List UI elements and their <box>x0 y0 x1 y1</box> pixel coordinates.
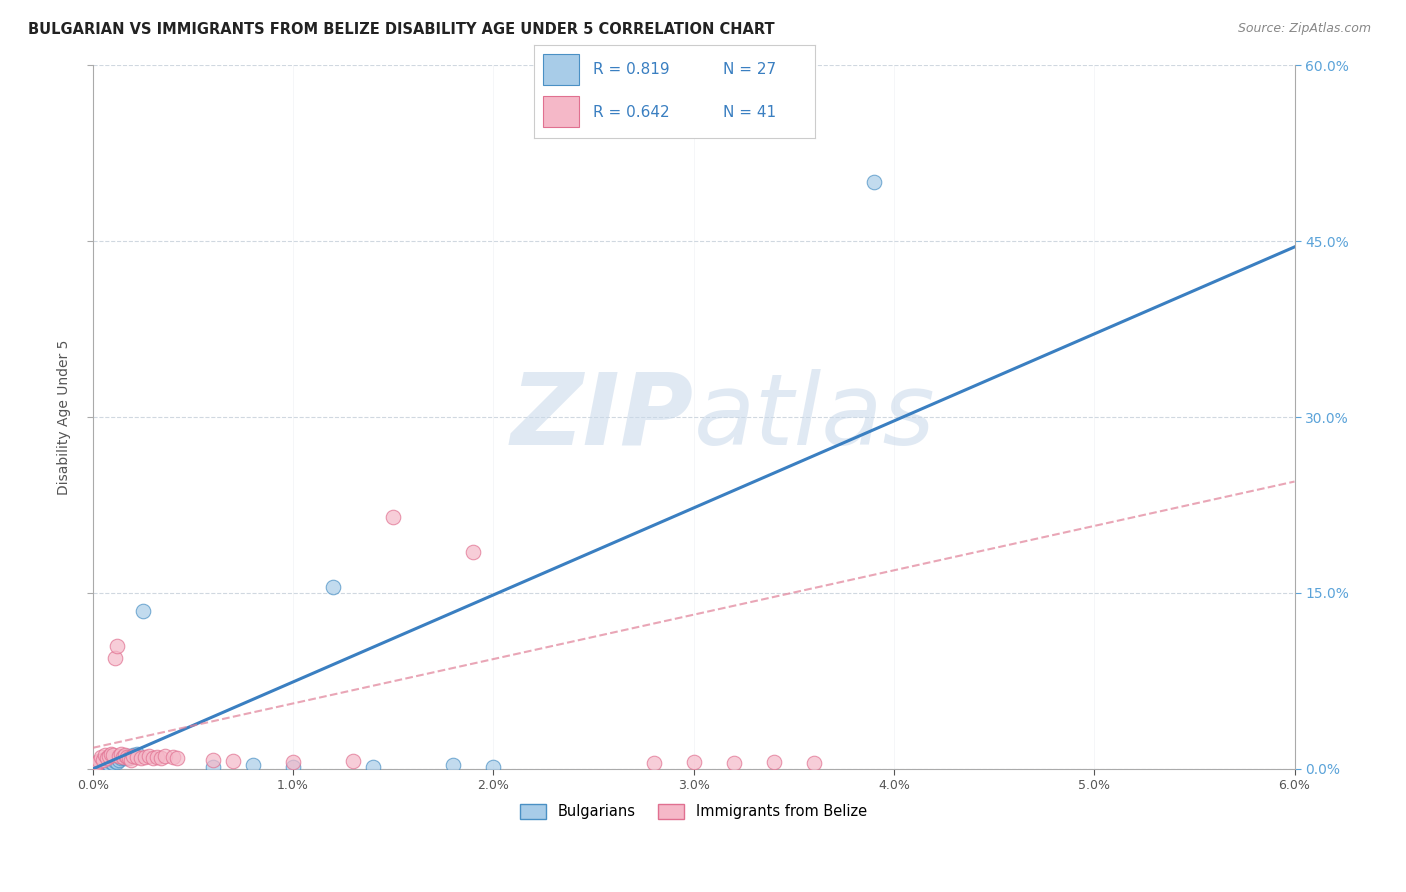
Text: R = 0.819: R = 0.819 <box>593 62 669 78</box>
Point <box>97 757 120 772</box>
Point <box>120 753 142 767</box>
Point <box>111 750 134 764</box>
Point <box>91 757 114 772</box>
Point <box>101 747 124 762</box>
Text: atlas: atlas <box>693 368 935 466</box>
Text: ZIP: ZIP <box>510 368 693 466</box>
Point <box>110 751 132 765</box>
Point <box>90 750 112 764</box>
Text: BULGARIAN VS IMMIGRANTS FROM BELIZE DISABILITY AGE UNDER 5 CORRELATION CHART: BULGARIAN VS IMMIGRANTS FROM BELIZE DISA… <box>28 22 775 37</box>
Point <box>166 751 188 765</box>
Point <box>281 755 304 769</box>
Point <box>107 753 129 767</box>
FancyBboxPatch shape <box>543 96 579 127</box>
Point <box>96 756 118 770</box>
Point <box>83 759 105 773</box>
Point <box>222 754 245 768</box>
Point <box>87 754 110 768</box>
Point <box>110 747 132 761</box>
Point <box>104 650 127 665</box>
Point <box>361 759 384 773</box>
Point <box>382 509 405 524</box>
Legend: Bulgarians, Immigrants from Belize: Bulgarians, Immigrants from Belize <box>515 798 873 825</box>
Point <box>149 751 172 765</box>
Point <box>201 759 224 773</box>
Point <box>118 750 141 764</box>
Point <box>121 749 143 764</box>
Point <box>142 751 165 765</box>
Point <box>107 749 129 764</box>
Text: N = 41: N = 41 <box>723 104 776 120</box>
Point <box>643 756 665 770</box>
Point <box>281 759 304 773</box>
Point <box>121 747 143 762</box>
Text: Source: ZipAtlas.com: Source: ZipAtlas.com <box>1237 22 1371 36</box>
Point <box>115 750 138 764</box>
Point <box>723 756 745 770</box>
Point <box>146 750 169 764</box>
Point <box>482 759 505 773</box>
Point <box>93 747 115 762</box>
Point <box>93 758 115 772</box>
Point <box>111 750 134 764</box>
Point <box>342 754 364 768</box>
Text: N = 27: N = 27 <box>723 62 776 78</box>
Point <box>104 754 127 768</box>
Point <box>138 749 160 764</box>
Point <box>114 747 136 762</box>
Point <box>242 758 264 772</box>
Point <box>86 759 108 773</box>
Point <box>90 758 112 772</box>
Point <box>153 749 176 764</box>
Point <box>100 747 122 761</box>
Point <box>114 751 136 765</box>
Point <box>132 604 155 618</box>
Point <box>97 749 120 764</box>
Point <box>162 750 184 764</box>
Y-axis label: Disability Age Under 5: Disability Age Under 5 <box>58 339 72 495</box>
Point <box>762 755 785 769</box>
Point <box>101 756 124 770</box>
Point <box>134 750 156 764</box>
Point <box>682 755 704 769</box>
Point <box>105 639 128 653</box>
Point <box>125 750 148 764</box>
Point <box>86 756 108 770</box>
Point <box>91 753 114 767</box>
Point <box>105 755 128 769</box>
Point <box>803 756 825 770</box>
Point <box>863 175 886 189</box>
Point <box>115 749 138 764</box>
Point <box>129 751 152 765</box>
FancyBboxPatch shape <box>543 54 579 85</box>
Point <box>118 751 141 765</box>
Point <box>100 755 122 769</box>
Text: R = 0.642: R = 0.642 <box>593 104 669 120</box>
Point <box>441 758 464 772</box>
Point <box>96 751 118 765</box>
Point <box>125 747 148 761</box>
Point <box>322 580 344 594</box>
Point <box>463 545 485 559</box>
Point <box>201 753 224 767</box>
